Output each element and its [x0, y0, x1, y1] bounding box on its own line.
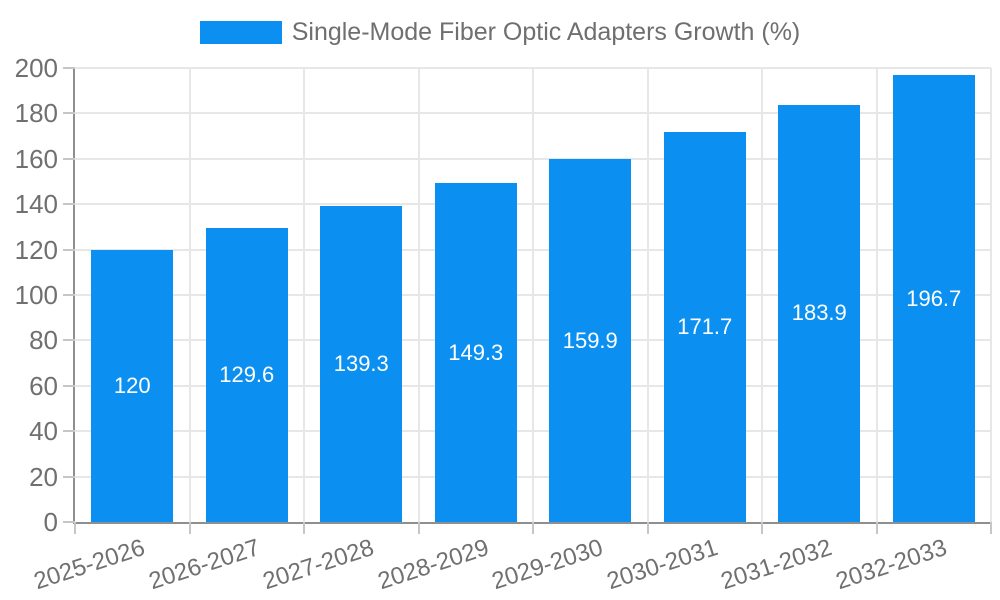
- bar-value-label: 139.3: [333, 350, 389, 376]
- y-axis-tick: [63, 203, 75, 206]
- y-tick-label: 20: [29, 461, 58, 492]
- y-axis-tick: [63, 112, 75, 115]
- bar: [320, 205, 403, 522]
- bar: [892, 75, 975, 522]
- y-axis-line: [73, 68, 75, 524]
- gridline-vertical: [188, 68, 191, 522]
- gridline-vertical: [303, 68, 305, 522]
- gridline-vertical: [646, 68, 649, 522]
- bar: [205, 227, 288, 522]
- bar-value-label: 149.3: [448, 339, 504, 365]
- bar: [91, 249, 174, 522]
- y-axis-tick: [63, 294, 75, 296]
- gridline-vertical: [417, 68, 420, 522]
- bar-value-label: 183.9: [791, 300, 847, 326]
- y-tick-label: 120: [14, 234, 58, 265]
- bar-value-label: 159.9: [562, 327, 618, 353]
- gridline-vertical: [761, 68, 763, 522]
- x-axis-tick: [646, 522, 649, 534]
- legend: Single-Mode Fiber Optic Adapters Growth …: [0, 17, 1000, 47]
- x-axis-tick: [303, 522, 305, 534]
- legend-label: Single-Mode Fiber Optic Adapters Growth …: [291, 18, 801, 46]
- x-tick-label: 2025-2026: [31, 534, 149, 596]
- x-axis-tick: [188, 522, 191, 534]
- bar: [663, 132, 746, 522]
- bar: [778, 104, 861, 522]
- x-tick-label: 2031-2032: [718, 534, 836, 596]
- y-tick-label: 140: [14, 189, 58, 220]
- x-axis-tick: [532, 522, 534, 534]
- y-axis-tick: [63, 475, 75, 478]
- y-tick-label: 0: [43, 507, 58, 537]
- bar-value-label: 196.7: [906, 285, 962, 311]
- x-tick-label: 2029-2030: [489, 534, 607, 596]
- gridline-vertical: [875, 68, 878, 522]
- y-axis-tick: [63, 521, 75, 523]
- y-tick-label: 40: [29, 416, 58, 447]
- gridline-vertical: [990, 68, 992, 522]
- y-tick-label: 80: [29, 325, 58, 356]
- y-tick-label: 60: [29, 370, 58, 401]
- bar: [549, 159, 632, 522]
- x-tick-label: 2026-2027: [145, 534, 264, 596]
- bar: [434, 183, 517, 522]
- legend-swatch: [199, 20, 282, 44]
- y-axis-tick: [63, 157, 75, 160]
- y-tick-label: 100: [14, 280, 58, 310]
- x-tick-label: 2030-2031: [603, 534, 722, 596]
- y-axis-tick: [63, 339, 75, 342]
- y-tick-label: 200: [14, 53, 58, 83]
- y-axis-tick: [63, 67, 75, 69]
- bar-value-label: 129.6: [219, 361, 275, 387]
- y-axis-tick: [63, 248, 75, 251]
- y-tick-label: 160: [14, 143, 58, 174]
- x-axis-tick: [875, 522, 878, 534]
- x-axis-tick: [417, 522, 420, 534]
- y-axis-tick: [63, 430, 75, 433]
- x-tick-label: 2032-2033: [832, 534, 951, 596]
- gridline-vertical: [532, 68, 534, 522]
- bar-value-label: 171.7: [677, 314, 733, 340]
- bar-value-label: 120: [113, 372, 151, 398]
- x-tick-label: 2027-2028: [260, 534, 378, 596]
- y-tick-label: 180: [14, 98, 58, 129]
- y-axis-tick: [63, 384, 75, 387]
- x-tick-label: 2028-2029: [374, 534, 493, 596]
- x-axis-tick: [761, 522, 763, 534]
- x-axis-tick: [990, 522, 992, 534]
- x-axis-tick: [74, 522, 76, 534]
